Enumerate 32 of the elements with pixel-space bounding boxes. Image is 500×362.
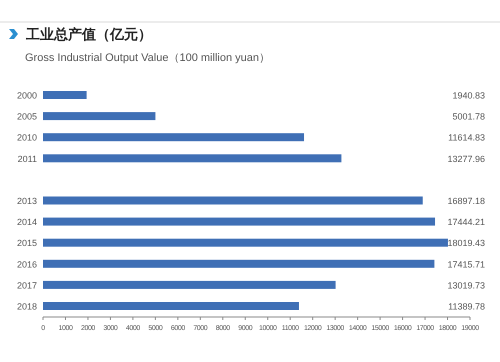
chart-subtitle: Gross Industrial Output Value（100 million yuan）: [25, 52, 270, 64]
y-tick-label: 2005: [16, 112, 37, 122]
data-label: 17415.71: [447, 259, 485, 270]
data-label: 17444.21: [447, 217, 485, 228]
data-label: 11614.83: [448, 132, 485, 143]
bar: [43, 196, 423, 204]
y-tick-label: 2017: [16, 280, 37, 290]
bar: [43, 302, 299, 310]
data-label: 13277.96: [447, 154, 485, 164]
chart-title: 工业总产值（亿元）: [25, 26, 152, 42]
data-label: 5001.78: [452, 112, 485, 122]
bar: [43, 238, 448, 247]
y-tick-label: 2010: [16, 132, 37, 143]
data-label: 16897.18: [447, 196, 485, 206]
bar: [43, 260, 434, 268]
y-tick-label: 2014: [16, 217, 37, 228]
bar: [43, 218, 436, 226]
bar: [43, 133, 304, 142]
bar: [43, 112, 156, 120]
y-tick-label: 2018: [16, 302, 37, 312]
y-tick-label: 2013: [16, 196, 37, 206]
bar: [43, 91, 87, 99]
bar: [43, 154, 342, 162]
data-label: 13019.73: [447, 280, 485, 290]
y-tick-label: 2011: [18, 154, 37, 164]
data-label: 11389.78: [448, 302, 485, 312]
y-tick-label: 2015: [16, 238, 37, 248]
bar: [43, 280, 336, 289]
data-label: 18019.43: [447, 238, 485, 248]
data-label: 1940.83: [452, 90, 485, 100]
y-tick-label: 2000: [16, 90, 37, 100]
y-tick-label: 2016: [16, 259, 37, 270]
